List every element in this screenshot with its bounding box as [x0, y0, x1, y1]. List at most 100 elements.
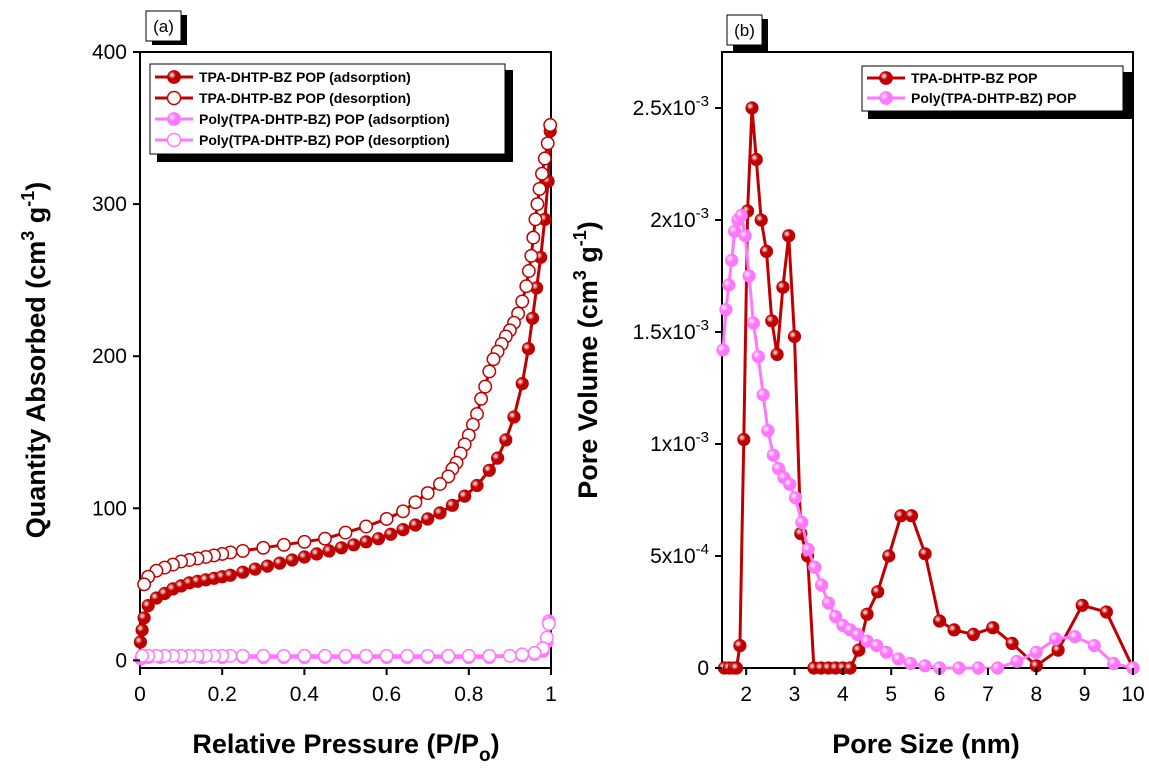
data-point-tpa-dhtp-bz-pop-desorption: [235, 543, 250, 558]
data-point-poly-tpa-dhtp-bz-pop: [1087, 638, 1101, 653]
data-point-tpa-dhtp-bz-pop-adsorption: [470, 478, 484, 493]
data-point-poly-tpa-dhtp-bz-pop-desorption: [541, 616, 556, 631]
data-point-tpa-dhtp-bz-pop: [1075, 598, 1089, 612]
x-tick-label: 0.4: [290, 683, 320, 706]
data-point-tpa-dhtp-bz-pop-adsorption: [260, 559, 274, 573]
data-point-poly-tpa-dhtp-bz-pop: [756, 388, 770, 402]
x-axis-title-b: Pore Size (nm): [832, 729, 1020, 759]
x-tick-label: 8: [1030, 683, 1042, 706]
data-point-poly-tpa-dhtp-bz-pop: [1049, 632, 1063, 646]
data-point-tpa-dhtp-bz-pop-desorption: [526, 230, 541, 245]
data-point-poly-tpa-dhtp-bz-pop: [725, 253, 739, 267]
data-point-tpa-dhtp-bz-pop-adsorption: [285, 553, 299, 567]
data-point-poly-tpa-dhtp-bz-pop-desorption: [359, 648, 374, 663]
data-point-poly-tpa-dhtp-bz-pop: [903, 656, 918, 671]
data-point-tpa-dhtp-bz-pop-adsorption: [482, 463, 496, 477]
data-point-tpa-dhtp-bz-pop-desorption: [420, 486, 435, 501]
data-point-tpa-dhtp-bz-pop-adsorption: [135, 623, 149, 637]
data-point-poly-tpa-dhtp-bz-pop: [870, 638, 884, 653]
data-point-poly-tpa-dhtp-bz-pop-desorption: [276, 648, 291, 663]
data-point-tpa-dhtp-bz-pop-adsorption: [137, 611, 151, 625]
data-point-tpa-dhtp-bz-pop-adsorption: [273, 556, 287, 570]
y-ticks-a: 0 100 200 300 400: [92, 41, 140, 672]
legend-marker-tpa-dhtp-bz-pop-desorption: [166, 90, 182, 106]
data-point-poly-tpa-dhtp-bz-pop-desorption: [379, 648, 394, 663]
data-point-tpa-dhtp-bz-pop: [1051, 643, 1065, 657]
legend-a-entries: TPA-DHTP-BZ POP (adsorption) TPA-DHTP-BZ …: [155, 69, 450, 148]
data-point-tpa-dhtp-bz-pop: [782, 229, 796, 243]
y-tick-label: 200: [92, 345, 127, 368]
data-point-poly-tpa-dhtp-bz-pop: [814, 578, 829, 592]
data-point-tpa-dhtp-bz-pop-desorption: [137, 577, 152, 592]
data-point-tpa-dhtp-bz-pop-desorption: [528, 212, 543, 227]
x-tick-label: 2: [740, 683, 752, 706]
data-point-tpa-dhtp-bz-pop-desorption: [338, 525, 353, 540]
data-point-poly-tpa-dhtp-bz-pop-desorption: [297, 648, 312, 663]
data-point-tpa-dhtp-bz-pop-desorption: [474, 391, 489, 406]
legend-label-tpa-dhtp-bz-pop-desorption: TPA-DHTP-BZ POP (desorption): [199, 90, 411, 106]
data-point-tpa-dhtp-bz-pop: [904, 509, 919, 523]
data-point-tpa-dhtp-bz-pop-adsorption: [310, 547, 324, 561]
data-point-tpa-dhtp-bz-pop-desorption: [359, 519, 374, 534]
data-point-poly-tpa-dhtp-bz-pop: [801, 542, 815, 556]
data-point-tpa-dhtp-bz-pop: [986, 621, 1000, 635]
data-point-tpa-dhtp-bz-pop-adsorption: [133, 635, 147, 649]
data-point-tpa-dhtp-bz-pop: [843, 661, 857, 675]
y-ticks-b: 0 5x10-4 1x10-3 1.5x10-3 2x10-3 2.5x10-3: [633, 93, 722, 680]
data-point-poly-tpa-dhtp-bz-pop-desorption: [256, 648, 271, 663]
data-point-tpa-dhtp-bz-pop-desorption: [379, 511, 394, 526]
data-point-poly-tpa-dhtp-bz-pop-desorption: [318, 648, 332, 663]
series-line-tpa-dhtp-bz-pop: [724, 106, 1135, 670]
x-tick-label: 7: [982, 683, 994, 706]
data-point-poly-tpa-dhtp-bz-pop: [795, 515, 809, 530]
x-tick-label: 9: [1079, 683, 1091, 706]
data-point-tpa-dhtp-bz-pop: [871, 585, 885, 599]
panel-label-b: (b): [734, 21, 755, 40]
x-tick-label: 0: [134, 683, 146, 706]
data-point-tpa-dhtp-bz-pop-adsorption: [223, 568, 237, 582]
data-point-tpa-dhtp-bz-pop-adsorption: [248, 562, 262, 576]
data-point-tpa-dhtp-bz-pop-desorption: [532, 181, 547, 196]
legend-label-poly-tpa-dhtp-bz-pop-adsorption: Poly(TPA-DHTP-BZ) POP (adsorption): [199, 111, 450, 127]
data-point-poly-tpa-dhtp-bz-pop: [738, 229, 752, 243]
data-point-poly-tpa-dhtp-bz-pop: [716, 343, 730, 357]
x-tick-label: 5: [885, 683, 897, 706]
legend-b: [861, 65, 1124, 112]
data-point-tpa-dhtp-bz-pop-adsorption: [445, 498, 459, 512]
y-axis-title-b: Pore Volume (cm3 g-1): [570, 221, 603, 499]
x-tick-label: 6: [934, 683, 946, 706]
legend-a: [149, 63, 506, 155]
x-tick-label: 0.8: [454, 683, 483, 706]
data-point-tpa-dhtp-bz-pop-adsorption: [396, 522, 410, 537]
data-point-poly-tpa-dhtp-bz-pop: [742, 269, 756, 283]
data-point-poly-tpa-dhtp-bz-pop-desorption: [400, 648, 415, 663]
legend-marker-poly-tpa-dhtp-bz-pop-adsorption: [167, 112, 181, 126]
series-group-a: [133, 118, 558, 666]
data-point-tpa-dhtp-bz-pop-desorption: [486, 352, 501, 367]
legend-marker-poly-tpa-dhtp-bz-pop-desorption: [166, 132, 182, 148]
data-point-tpa-dhtp-bz-pop-adsorption: [521, 341, 536, 356]
data-point-poly-tpa-dhtp-bz-pop: [761, 423, 775, 438]
data-point-poly-tpa-dhtp-bz-pop: [766, 448, 780, 462]
data-point-tpa-dhtp-bz-pop-adsorption: [515, 376, 529, 391]
data-point-poly-tpa-dhtp-bz-pop: [722, 278, 736, 292]
data-point-poly-tpa-dhtp-bz-pop-desorption: [441, 648, 456, 663]
data-point-tpa-dhtp-bz-pop-adsorption: [408, 518, 422, 532]
data-point-tpa-dhtp-bz-pop: [1005, 636, 1019, 651]
x-tick-label: 10: [1121, 683, 1144, 706]
legend-marker-tpa-dhtp-bz-pop-adsorption: [167, 70, 181, 84]
data-point-poly-tpa-dhtp-bz-pop-desorption: [482, 648, 497, 663]
y-tick-label: 0: [697, 657, 709, 680]
data-point-poly-tpa-dhtp-bz-pop: [751, 349, 765, 364]
data-point-tpa-dhtp-bz-pop-adsorption: [322, 544, 336, 558]
data-point-tpa-dhtp-bz-pop: [737, 432, 751, 447]
data-point-poly-tpa-dhtp-bz-pop: [1029, 645, 1043, 659]
data-point-tpa-dhtp-bz-pop: [787, 329, 802, 344]
data-point-tpa-dhtp-bz-pop: [759, 244, 774, 258]
x-tick-label: 0.6: [372, 683, 401, 706]
data-point-tpa-dhtp-bz-pop-adsorption: [525, 311, 540, 325]
x-ticks-a: 0 0.2 0.4 0.6 0.8 1: [134, 668, 557, 706]
panel-a-isotherm: 0 0.2 0.4 0.6 0.8 1 0 100 200 300 400 (a) TPA-DHT…: [18, 10, 558, 766]
data-point-poly-tpa-dhtp-bz-pop: [1068, 629, 1082, 644]
